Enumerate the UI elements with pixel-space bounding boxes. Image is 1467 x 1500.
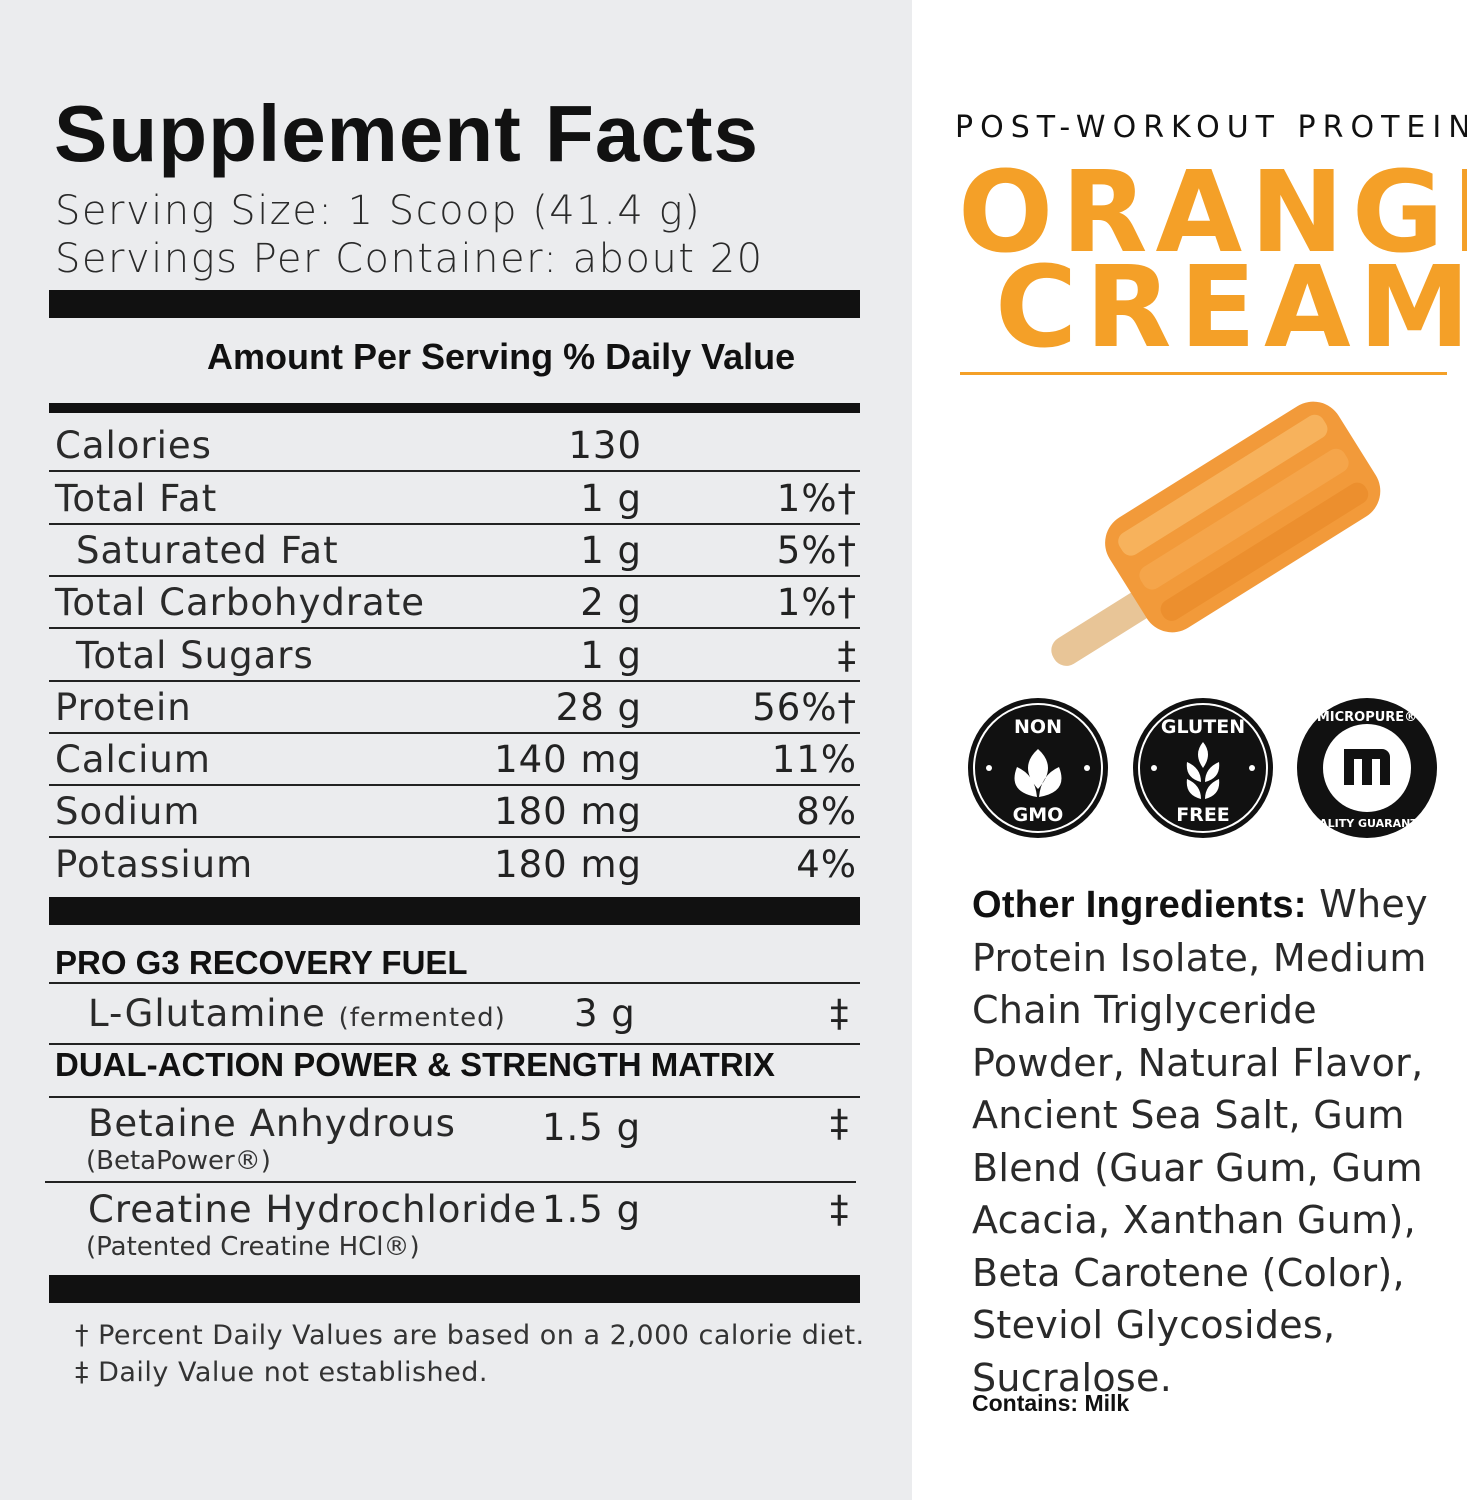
- nutrient-amount: 1.5 g: [542, 1188, 642, 1231]
- badge-top-text: MICROPURE®: [1317, 710, 1417, 725]
- nutrient-name: Total Carbohydrate: [55, 581, 426, 624]
- nutrient-name: Calcium: [55, 738, 211, 781]
- row-divider: [49, 680, 860, 682]
- nutrient-dv: 11%: [771, 738, 857, 781]
- nutrient-name: Potassium: [55, 843, 254, 886]
- row-divider: [49, 732, 860, 734]
- nutrient-dv: 5%†: [776, 529, 857, 572]
- nutrient-subtext: (Patented Creatine HCl®): [86, 1232, 420, 1262]
- row-divider: [49, 1043, 860, 1045]
- nutrient-dv: ‡: [837, 634, 857, 677]
- nutrient-dv: 56%†: [752, 686, 857, 729]
- row-divider: [49, 1096, 860, 1098]
- allergen-statement: Contains: Milk: [972, 1390, 1130, 1416]
- badge-top-text: GLUTEN: [1161, 716, 1245, 738]
- nutrient-name: Total Sugars: [76, 634, 314, 677]
- orange-popsicle-image: [1051, 401, 1381, 666]
- divider-bar: [49, 290, 860, 318]
- nutrient-name: Sodium: [55, 790, 201, 833]
- badge-bottom-text: QUALITY GUARANTEE: [1301, 817, 1433, 830]
- accent-divider: [960, 372, 1447, 375]
- nutrient-name: Creatine Hydrochloride: [88, 1188, 538, 1231]
- servings-per-container: Servings Per Container: about 20: [55, 236, 764, 282]
- nutrient-amount: 2 g: [580, 581, 642, 624]
- nutrient-amount: 3 g: [574, 992, 636, 1035]
- blend-title: DUAL-ACTION POWER & STRENGTH MATRIX: [55, 1046, 775, 1083]
- nutrient-name: Betaine Anhydrous: [88, 1102, 456, 1145]
- nutrient-name: Calories: [55, 424, 212, 467]
- nutrient-dv: 4%: [796, 843, 857, 886]
- nutrient-dv: ‡: [830, 1188, 850, 1231]
- nutrient-dv: 8%: [796, 790, 857, 833]
- serving-size: Serving Size: 1 Scoop (41.4 g): [55, 188, 702, 234]
- row-divider: [49, 627, 860, 629]
- flavor-line-2: CREAM: [995, 243, 1467, 373]
- panel-title: Supplement Facts: [54, 89, 760, 178]
- row-divider: [49, 784, 860, 786]
- nutrient-amount: 130: [568, 424, 642, 467]
- nutrient-amount: 1 g: [580, 529, 642, 572]
- nutrient-dv: 1%†: [776, 477, 857, 520]
- ingredients-text: Whey Protein Isolate, Medium Chain Trigl…: [972, 882, 1428, 1400]
- badge-bottom-text: FREE: [1176, 804, 1230, 826]
- divider-bar: [49, 897, 860, 925]
- badge-bottom-text: GMO: [1013, 804, 1064, 826]
- micropure-m-badge: MICROPURE® QUALITY GUARANTEE: [1297, 698, 1437, 838]
- nutrient-amount: 140 mg: [494, 738, 642, 781]
- nutrient-amount: 180 mg: [494, 790, 642, 833]
- badge-top-text: NON: [1014, 716, 1062, 738]
- non-gmo-leaf-icon: [1014, 749, 1062, 797]
- nutrient-dv: ‡: [830, 992, 850, 1035]
- micropure-m-icon: [1323, 724, 1411, 812]
- ingredients-label: Other Ingredients:: [972, 884, 1307, 926]
- nutrient-name: L-Glutamine (fermented): [88, 992, 506, 1035]
- product-subtitle: POST-WORKOUT PROTEIN: [955, 110, 1467, 145]
- nutrient-dv: ‡: [830, 1102, 850, 1145]
- blend-title: PRO G3 RECOVERY FUEL: [55, 944, 468, 981]
- divider-bar: [49, 1275, 860, 1303]
- nutrient-amount: 1 g: [580, 477, 642, 520]
- row-divider: [49, 470, 860, 472]
- footnote-dagger: † Percent Daily Values are based on a 2,…: [75, 1320, 865, 1351]
- nutrient-amount: 28 g: [555, 686, 642, 729]
- nutrient-name: Protein: [55, 686, 192, 729]
- row-divider: [49, 836, 860, 838]
- nutrient-subtext: (BetaPower®): [86, 1146, 271, 1176]
- non-gmo-leaf-badge: NON GMO: [968, 698, 1108, 838]
- nutrient-dv: 1%†: [776, 581, 857, 624]
- row-divider: [45, 1181, 856, 1183]
- row-divider: [49, 523, 860, 525]
- row-divider: [49, 982, 860, 984]
- nutrient-amount: 1.5 g: [542, 1106, 642, 1149]
- supplement-facts-panel: Supplement Facts Serving Size: 1 Scoop (…: [0, 0, 912, 1500]
- nutrient-amount: 180 mg: [494, 843, 642, 886]
- column-header: Amount Per Serving % Daily Value: [207, 336, 796, 377]
- nutrient-amount: 1 g: [580, 634, 642, 677]
- divider-bar: [49, 403, 860, 413]
- gluten-free-wheat-badge: GLUTEN FREE: [1133, 698, 1273, 838]
- other-ingredients: Other Ingredients: Whey Protein Isolate,…: [972, 878, 1467, 1404]
- row-divider: [49, 575, 860, 577]
- footnote-double-dagger: ‡ Daily Value not established.: [75, 1357, 488, 1388]
- flavor-line-1: ORANGE: [958, 148, 1467, 278]
- gluten-free-wheat-icon: [1186, 742, 1220, 799]
- nutrient-name: Saturated Fat: [76, 529, 339, 572]
- nutrient-name: Total Fat: [55, 477, 218, 520]
